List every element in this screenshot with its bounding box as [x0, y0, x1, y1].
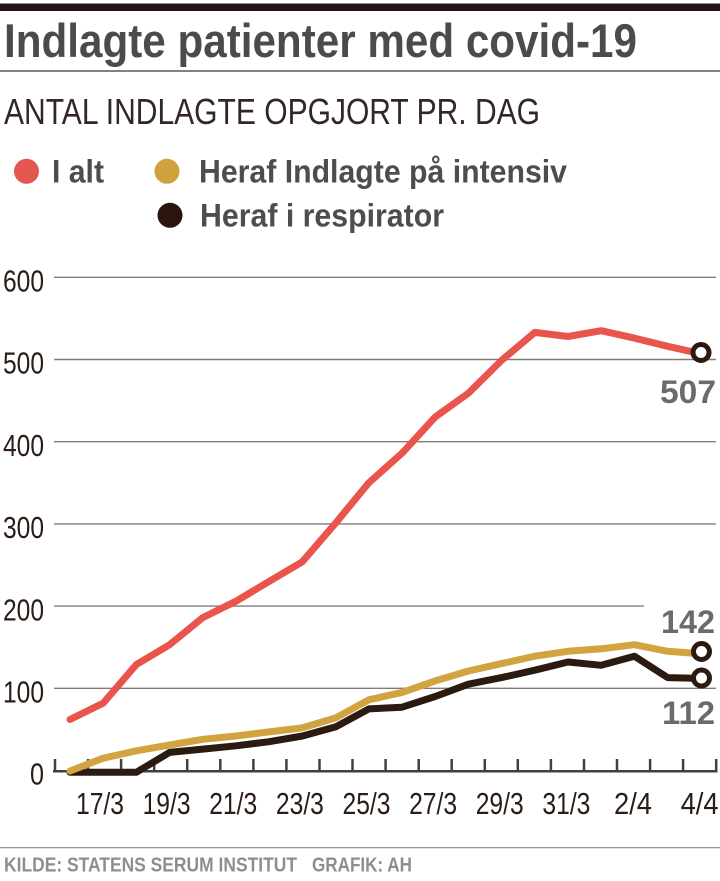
svg-text:21/3: 21/3: [209, 786, 257, 821]
svg-text:25/3: 25/3: [343, 786, 391, 821]
svg-text:4/4: 4/4: [681, 786, 719, 821]
svg-text:100: 100: [3, 675, 44, 710]
svg-text:GRAFIK: AH: GRAFIK: AH: [312, 855, 412, 877]
svg-text:112: 112: [662, 695, 715, 731]
svg-text:17/3: 17/3: [76, 786, 124, 821]
svg-text:19/3: 19/3: [143, 786, 191, 821]
svg-text:507: 507: [660, 374, 716, 410]
svg-text:2/4: 2/4: [614, 786, 652, 821]
svg-text:500: 500: [3, 346, 44, 381]
svg-text:0: 0: [30, 757, 44, 792]
svg-text:300: 300: [3, 510, 44, 545]
svg-text:400: 400: [3, 428, 44, 463]
svg-text:200: 200: [3, 592, 44, 627]
svg-text:142: 142: [661, 604, 715, 640]
svg-text:Indlagte patienter med covid-1: Indlagte patienter med covid-19: [4, 14, 637, 67]
svg-text:27/3: 27/3: [409, 786, 457, 821]
svg-text:600: 600: [3, 264, 44, 299]
svg-text:I alt: I alt: [52, 154, 104, 190]
svg-text:29/3: 29/3: [476, 786, 524, 821]
svg-text:KILDE: STATENS SERUM INSTITUT: KILDE: STATENS SERUM INSTITUT: [4, 855, 297, 877]
svg-text:Heraf Indlagte på intensiv: Heraf Indlagte på intensiv: [199, 154, 567, 190]
svg-text:ANTAL INDLAGTE OPGJORT PR. DAG: ANTAL INDLAGTE OPGJORT PR. DAG: [4, 91, 540, 132]
svg-text:31/3: 31/3: [542, 786, 590, 821]
svg-text:23/3: 23/3: [276, 786, 324, 821]
svg-text:Heraf i respirator: Heraf i respirator: [200, 198, 444, 234]
